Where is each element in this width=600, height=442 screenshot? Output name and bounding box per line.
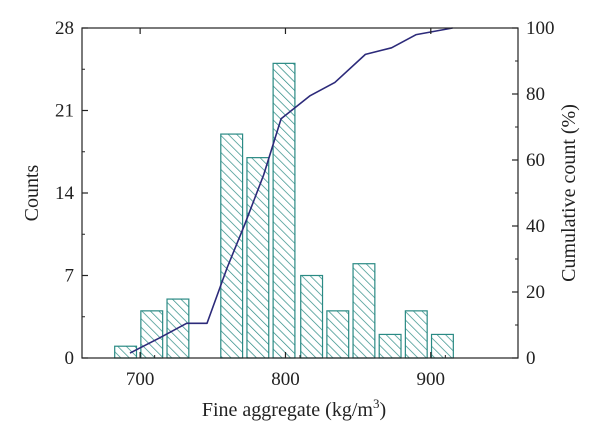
y2-axis-title: Cumulative count (%) (558, 104, 580, 282)
bar-7 (300, 274, 324, 359)
y-tick-label: 28 (55, 18, 74, 39)
x-tick-label: 900 (417, 369, 446, 390)
bar-9 (352, 263, 376, 359)
bar-11 (404, 310, 428, 359)
bar-5 (246, 157, 270, 359)
x-axis-title: Fine aggregate (kg/m3) (202, 396, 386, 421)
y2-tick-label: 100 (526, 18, 555, 39)
y-tick-label: 7 (65, 266, 75, 287)
y2-tick-label: 20 (526, 282, 545, 303)
tick-labels-group: 700 800 900 0 7 14 21 28 0 20 40 60 80 100 (55, 18, 555, 390)
x-tick-label: 800 (271, 369, 300, 390)
y2-tick-label: 60 (526, 150, 545, 171)
x-tick-label: 700 (126, 369, 155, 390)
bar-8 (326, 310, 350, 359)
y2-tick-label: 40 (526, 216, 545, 237)
y-tick-label: 21 (55, 101, 74, 122)
y-tick-label: 14 (55, 183, 75, 204)
x-axis-title-superscript: 3 (373, 396, 380, 411)
bar-10 (378, 333, 402, 359)
x-axis-title-main: Fine aggregate (kg/m (202, 399, 373, 421)
plot-frame (81, 27, 519, 359)
bar-6 (272, 62, 296, 359)
y2-tick-label: 0 (526, 348, 536, 369)
y-axis-title: Counts (21, 164, 43, 221)
bar-4 (220, 133, 244, 359)
y2-tick-label: 80 (526, 84, 545, 105)
cumulative-line (129, 27, 453, 354)
bars-group (114, 62, 454, 359)
y-tick-label: 0 (65, 348, 75, 369)
bar-2 (140, 310, 164, 359)
x-axis-title-close: ) (379, 399, 386, 421)
cumulative-line-group (129, 27, 453, 354)
ticks-group (82, 27, 518, 359)
bar-12 (430, 333, 454, 359)
